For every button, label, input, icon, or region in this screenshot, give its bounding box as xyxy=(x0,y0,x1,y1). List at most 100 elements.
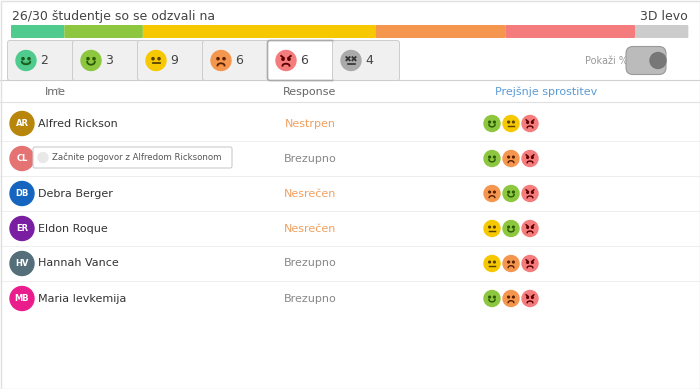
Circle shape xyxy=(508,226,510,228)
Text: AR: AR xyxy=(15,119,29,128)
Circle shape xyxy=(484,151,500,166)
Circle shape xyxy=(508,261,510,263)
Text: 26/30 študentje so se odzvali na: 26/30 študentje so se odzvali na xyxy=(12,9,215,23)
Circle shape xyxy=(512,191,514,193)
Circle shape xyxy=(10,287,34,310)
Text: Response: Response xyxy=(284,87,337,97)
Circle shape xyxy=(146,51,166,70)
Circle shape xyxy=(503,186,519,202)
Circle shape xyxy=(489,156,491,158)
Text: ER: ER xyxy=(16,224,28,233)
Circle shape xyxy=(38,152,48,163)
Circle shape xyxy=(93,58,95,60)
Circle shape xyxy=(531,296,533,298)
Text: Cole Lichtenberg: Cole Lichtenberg xyxy=(38,154,132,163)
Circle shape xyxy=(81,51,101,70)
Text: Debra Berger: Debra Berger xyxy=(38,189,113,198)
Circle shape xyxy=(526,122,528,123)
Circle shape xyxy=(10,147,34,170)
Circle shape xyxy=(223,58,225,60)
FancyBboxPatch shape xyxy=(267,40,335,81)
FancyBboxPatch shape xyxy=(626,47,666,75)
Circle shape xyxy=(484,221,500,237)
Circle shape xyxy=(494,121,496,123)
Text: ↑: ↑ xyxy=(55,87,63,97)
Circle shape xyxy=(489,121,491,123)
Text: 9: 9 xyxy=(170,54,178,67)
FancyBboxPatch shape xyxy=(33,147,232,168)
Circle shape xyxy=(494,191,496,193)
Text: Hannah Vance: Hannah Vance xyxy=(38,259,119,268)
Text: Pokaži %: Pokaži % xyxy=(585,56,628,65)
Circle shape xyxy=(512,121,514,123)
Circle shape xyxy=(650,53,666,68)
FancyBboxPatch shape xyxy=(505,25,635,38)
Circle shape xyxy=(526,226,528,228)
Circle shape xyxy=(522,151,538,166)
FancyBboxPatch shape xyxy=(635,25,688,38)
Circle shape xyxy=(526,296,528,298)
Text: 3: 3 xyxy=(105,54,113,67)
Circle shape xyxy=(526,191,528,193)
Circle shape xyxy=(10,217,34,240)
Text: Brezupno: Brezupno xyxy=(284,259,337,268)
Text: Brezupno: Brezupno xyxy=(284,293,337,303)
FancyBboxPatch shape xyxy=(8,40,74,81)
Circle shape xyxy=(158,58,160,60)
Circle shape xyxy=(484,256,500,272)
Circle shape xyxy=(489,191,491,193)
Text: Alfred Rickson: Alfred Rickson xyxy=(38,119,118,128)
Text: Maria Ievkemija: Maria Ievkemija xyxy=(38,293,127,303)
Circle shape xyxy=(288,58,290,60)
FancyBboxPatch shape xyxy=(137,40,204,81)
Text: Brezupno: Brezupno xyxy=(284,154,337,163)
Circle shape xyxy=(494,156,496,158)
Text: CL: CL xyxy=(16,154,28,163)
Circle shape xyxy=(512,261,514,263)
Circle shape xyxy=(526,157,528,158)
Circle shape xyxy=(512,156,514,158)
Text: Prejšnje sprostitev: Prejšnje sprostitev xyxy=(495,87,597,97)
Circle shape xyxy=(494,226,496,228)
Circle shape xyxy=(512,226,514,228)
Circle shape xyxy=(494,261,496,263)
FancyBboxPatch shape xyxy=(64,25,143,38)
Circle shape xyxy=(276,51,296,70)
FancyBboxPatch shape xyxy=(202,40,270,81)
Circle shape xyxy=(503,256,519,272)
Circle shape xyxy=(522,221,538,237)
Circle shape xyxy=(489,226,491,228)
Circle shape xyxy=(10,182,34,205)
Circle shape xyxy=(494,296,496,298)
Circle shape xyxy=(87,58,89,60)
Text: Nestrpen: Nestrpen xyxy=(284,119,335,128)
Circle shape xyxy=(503,116,519,131)
Circle shape xyxy=(152,58,154,60)
Text: MB: MB xyxy=(15,294,29,303)
Circle shape xyxy=(503,221,519,237)
FancyBboxPatch shape xyxy=(375,25,505,38)
Text: HV: HV xyxy=(15,259,29,268)
Circle shape xyxy=(531,226,533,228)
Circle shape xyxy=(526,261,528,263)
Circle shape xyxy=(341,51,361,70)
Circle shape xyxy=(484,291,500,307)
Circle shape xyxy=(531,261,533,263)
Circle shape xyxy=(503,151,519,166)
Circle shape xyxy=(522,116,538,131)
Circle shape xyxy=(531,191,533,193)
Text: 6: 6 xyxy=(300,54,308,67)
Circle shape xyxy=(211,51,231,70)
Circle shape xyxy=(28,58,30,60)
Text: 3D levo: 3D levo xyxy=(640,9,688,23)
FancyBboxPatch shape xyxy=(143,25,375,38)
Circle shape xyxy=(522,256,538,272)
Circle shape xyxy=(522,291,538,307)
Text: Eldon Roque: Eldon Roque xyxy=(38,224,108,233)
Text: DB: DB xyxy=(15,189,29,198)
Circle shape xyxy=(508,191,510,193)
FancyBboxPatch shape xyxy=(332,40,400,81)
Circle shape xyxy=(508,296,510,298)
Circle shape xyxy=(512,296,514,298)
Circle shape xyxy=(489,296,491,298)
